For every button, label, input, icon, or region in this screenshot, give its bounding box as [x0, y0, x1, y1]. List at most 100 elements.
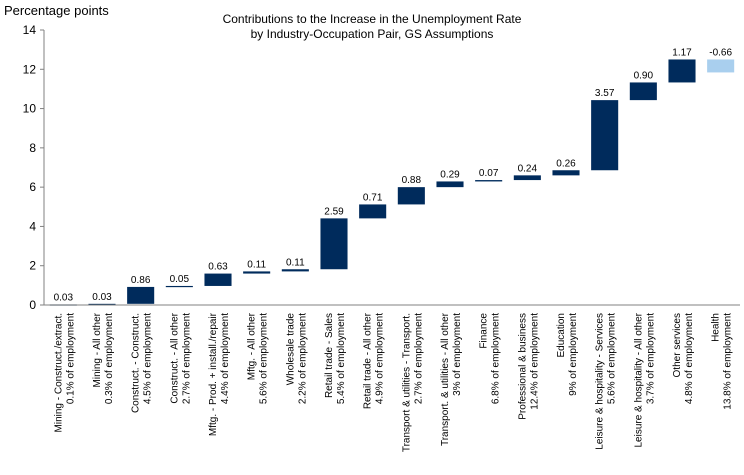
data-label: 0.07 — [479, 168, 499, 179]
y-tick-label: 8 — [29, 141, 36, 155]
data-label: 0.03 — [92, 292, 112, 303]
category-label: Mftg. - All other5.6% of employment — [247, 312, 270, 404]
category-label: Professional & business12.4% of employme… — [517, 313, 540, 420]
y-tick-label: 2 — [29, 259, 36, 273]
bar — [88, 303, 116, 306]
category-name: Transport & utilities - Transport. — [401, 313, 412, 452]
category-employment-share: 13.8% of employment — [723, 313, 734, 410]
bar — [204, 273, 232, 286]
category-name: Transport. & utilities - All other — [440, 312, 451, 446]
y-tick-label: 14 — [23, 23, 37, 37]
category-name: Wholesale trade — [285, 313, 296, 386]
category-employment-share: 0.1% of employment — [65, 313, 76, 404]
data-label: 0.05 — [170, 274, 190, 285]
data-labels-group: 0.03 0.03 0.86 0.05 0.63 0.11 0.11 2.59 0.71 0.88… — [54, 47, 733, 303]
category-label: Mining - All other0.3% of employment — [92, 312, 115, 404]
y-tick-label: 12 — [23, 62, 37, 76]
category-label: Mftg. - Prod. + install./repair4.4% of e… — [208, 312, 231, 436]
category-employment-share: 2.2% of employment — [297, 313, 308, 404]
bar — [668, 59, 696, 83]
y-axis-ticks: 0 2 4 6 8 10 12 14 — [23, 23, 44, 312]
bar — [281, 269, 309, 272]
category-label: Other services4.8% of employment — [672, 313, 695, 404]
data-label: 0.29 — [440, 169, 460, 180]
category-name: Mining - Construct./extract. — [53, 313, 64, 432]
category-employment-share: 9% of employment — [568, 313, 579, 396]
data-label: 0.11 — [247, 259, 266, 270]
category-name: Professional & business — [517, 313, 528, 420]
category-label: Wholesale trade2.2% of employment — [285, 313, 308, 405]
category-employment-share: 4.5% of employment — [143, 313, 154, 404]
category-label: Construct. - Construct.4.5% of employmen… — [131, 313, 154, 413]
category-name: Mftg. - Prod. + install./repair — [208, 312, 219, 436]
category-employment-share: 4.9% of employment — [375, 313, 386, 404]
category-label: Retail trade - All other4.9% of employme… — [363, 312, 386, 409]
data-label: 0.86 — [131, 275, 151, 286]
bar — [127, 286, 155, 304]
bar — [513, 175, 541, 181]
bar — [397, 187, 425, 205]
bar — [436, 181, 464, 188]
bar — [243, 271, 271, 274]
data-label: 0.63 — [208, 262, 228, 273]
data-label: 0.24 — [518, 163, 538, 174]
bar — [629, 82, 657, 101]
bar — [320, 218, 348, 270]
category-employment-share: 6.8% of employment — [491, 313, 502, 404]
category-name: Other services — [672, 313, 683, 377]
category-employment-share: 2.7% of employment — [181, 313, 192, 404]
y-tick-label: 6 — [29, 180, 36, 194]
category-employment-share: 4.8% of employment — [684, 313, 695, 404]
data-label: 1.17 — [672, 47, 692, 58]
category-name: Mftg. - All other — [247, 312, 258, 380]
bar — [552, 170, 580, 176]
category-employment-share: 3% of employment — [452, 313, 463, 396]
category-name: Construct. - All other — [169, 312, 180, 403]
y-tick-label: 0 — [29, 298, 36, 312]
category-name: Leisure & hospitality - All other — [633, 312, 644, 447]
category-label: Health13.8% of employment — [711, 313, 734, 410]
chart-title: Contributions to the Increase in the Une… — [223, 12, 522, 26]
category-label: Leisure & hospitality - Services5.6% of … — [595, 313, 618, 450]
bar — [591, 100, 619, 171]
data-label: 2.59 — [324, 206, 344, 217]
category-label: Construct. - All other2.7% of employment — [169, 312, 192, 404]
category-name: Mining - All other — [92, 312, 103, 387]
data-label: 0.11 — [286, 257, 305, 268]
category-employment-share: 2.7% of employment — [413, 313, 424, 404]
data-label: 0.26 — [556, 158, 576, 169]
category-labels-group: Mining - Construct./extract.0.1% of empl… — [53, 312, 733, 452]
category-employment-share: 0.3% of employment — [104, 313, 115, 404]
category-name: Finance — [479, 313, 490, 349]
category-name: Retail trade - All other — [363, 312, 374, 409]
data-label: 0.03 — [54, 292, 74, 303]
category-label: Finance6.8% of employment — [479, 313, 502, 405]
category-name: Health — [711, 313, 722, 342]
bar — [359, 204, 387, 219]
y-tick-label: 10 — [23, 102, 37, 116]
category-name: Education — [556, 313, 567, 357]
chart-subtitle: by Industry-Occupation Pair, GS Assumpti… — [251, 27, 494, 41]
category-employment-share: 12.4% of employment — [529, 313, 540, 410]
bars-group — [49, 59, 735, 306]
bar — [475, 180, 503, 182]
y-axis-label: Percentage points — [4, 3, 109, 18]
category-employment-share: 3.7% of employment — [645, 313, 656, 404]
category-label: Retail trade - Sales5.4% of employment — [324, 313, 347, 404]
category-label: Leisure & hospitality - All other3.7% of… — [633, 312, 656, 447]
data-label: 3.57 — [595, 88, 615, 99]
category-employment-share: 5.4% of employment — [336, 313, 347, 404]
y-tick-label: 4 — [29, 219, 36, 233]
category-name: Retail trade - Sales — [324, 313, 335, 398]
data-label: 0.71 — [363, 192, 383, 203]
bar — [707, 59, 735, 73]
data-label: 0.90 — [634, 70, 654, 81]
category-employment-share: 5.6% of employment — [607, 313, 618, 404]
category-employment-share: 4.4% of employment — [220, 313, 231, 404]
category-employment-share: 5.6% of employment — [259, 313, 270, 404]
category-label: Transport & utilities - Transport.2.7% o… — [401, 313, 424, 452]
data-label: -0.66 — [709, 47, 732, 58]
category-label: Education9% of employment — [556, 313, 579, 396]
category-label: Mining - Construct./extract.0.1% of empl… — [53, 313, 76, 433]
